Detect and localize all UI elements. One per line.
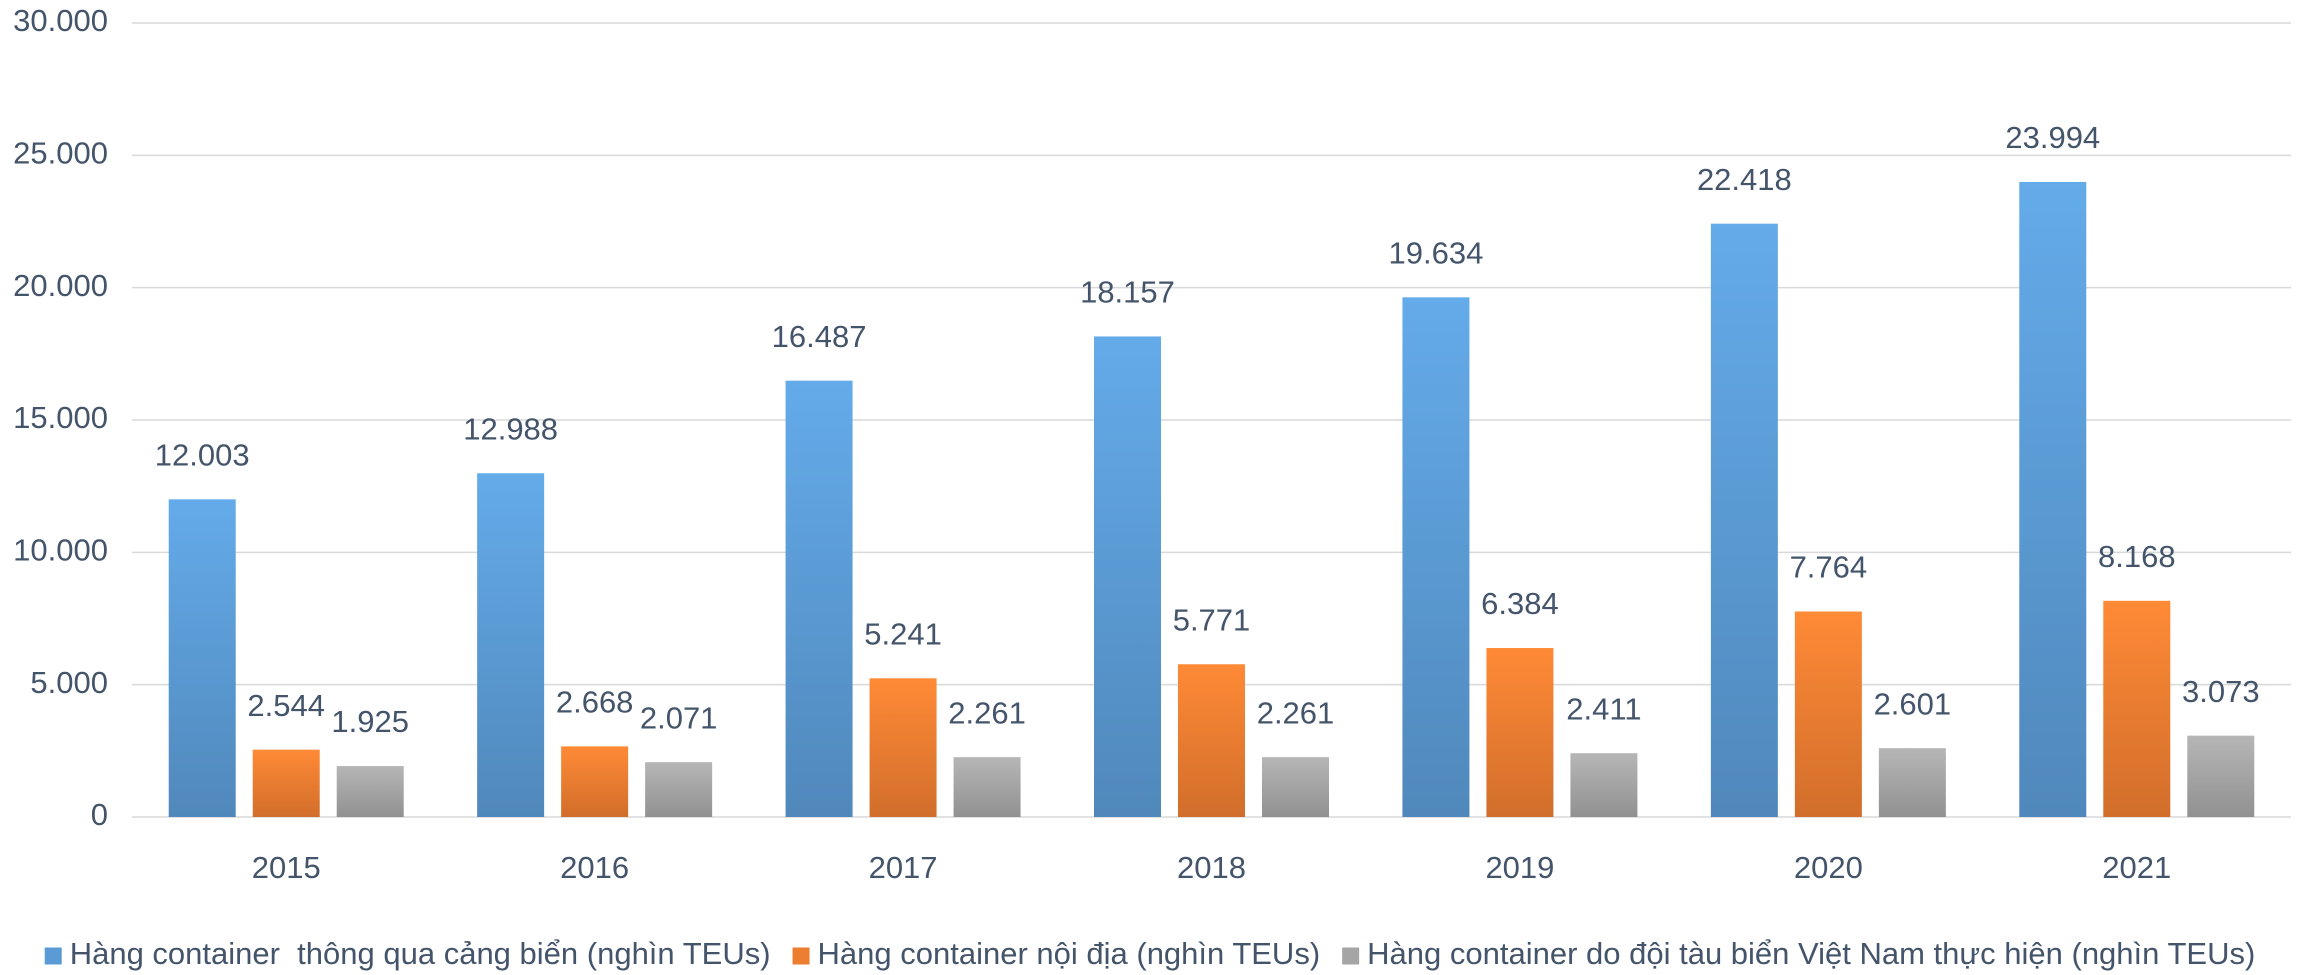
data-label: 2.411 xyxy=(1566,691,1641,726)
y-tick-label: 15.000 xyxy=(13,400,108,435)
x-tick-label: 2016 xyxy=(560,850,629,885)
legend-label: Hàng container do đội tàu biển Việt Nam … xyxy=(1367,936,2255,971)
y-tick-label: 10.000 xyxy=(13,533,108,568)
data-label: 2.261 xyxy=(1257,695,1335,730)
legend-label: Hàng container nội địa (nghìn TEUs) xyxy=(818,936,1321,971)
data-label: 2.544 xyxy=(247,688,325,723)
x-tick-label: 2018 xyxy=(1177,850,1246,885)
bar xyxy=(645,762,713,817)
bar xyxy=(2187,735,2255,817)
bar xyxy=(561,746,629,817)
data-label: 1.925 xyxy=(331,704,409,739)
bar xyxy=(336,766,404,817)
bar xyxy=(1570,753,1638,817)
bar xyxy=(1094,336,1161,817)
bar xyxy=(1710,223,1778,817)
x-tick-label: 2019 xyxy=(1485,850,1554,885)
data-label: 3.073 xyxy=(2182,674,2260,709)
bar xyxy=(785,380,853,817)
x-tick-label: 2020 xyxy=(1794,850,1863,885)
bar xyxy=(1262,757,1329,817)
y-tick-label: 5.000 xyxy=(30,665,108,700)
data-label: 6.384 xyxy=(1481,586,1559,621)
bar xyxy=(1402,297,1470,817)
y-tick-label: 20.000 xyxy=(13,268,108,303)
y-tick-label: 30.000 xyxy=(13,3,108,38)
data-label: 5.771 xyxy=(1173,602,1251,637)
legend-label: Hàng container thông qua cảng biển (nghì… xyxy=(70,936,771,971)
bar xyxy=(2103,600,2171,817)
x-tick-label: 2017 xyxy=(869,850,938,885)
data-label: 23.994 xyxy=(2005,120,2100,155)
y-tick-label: 0 xyxy=(91,797,108,832)
data-label: 18.157 xyxy=(1080,275,1175,310)
legend-swatch xyxy=(44,947,62,965)
data-label: 7.764 xyxy=(1790,550,1868,585)
data-label: 22.418 xyxy=(1697,162,1792,197)
data-label: 12.988 xyxy=(463,411,558,446)
data-label: 5.241 xyxy=(864,616,942,651)
bar xyxy=(252,749,320,817)
data-label: 2.601 xyxy=(1874,686,1952,721)
data-label: 2.261 xyxy=(948,695,1026,730)
bar xyxy=(953,757,1021,817)
bar xyxy=(869,678,937,817)
data-label: 2.668 xyxy=(556,685,634,720)
data-label: 12.003 xyxy=(155,438,250,473)
bar xyxy=(1486,648,1554,817)
x-tick-label: 2015 xyxy=(252,850,321,885)
bar xyxy=(1794,611,1862,817)
data-label: 2.071 xyxy=(640,700,718,735)
data-label: 19.634 xyxy=(1389,236,1484,271)
data-label: 16.487 xyxy=(772,319,867,354)
bar xyxy=(168,499,236,817)
bar xyxy=(2019,181,2087,817)
data-label: 8.168 xyxy=(2098,539,2176,574)
legend-swatch xyxy=(1342,947,1360,965)
x-tick-label: 2021 xyxy=(2102,850,2171,885)
legend-swatch xyxy=(792,947,810,965)
y-tick-label: 25.000 xyxy=(13,136,108,171)
bar xyxy=(1178,664,1245,817)
bar xyxy=(1878,748,1946,817)
bar xyxy=(477,473,545,817)
